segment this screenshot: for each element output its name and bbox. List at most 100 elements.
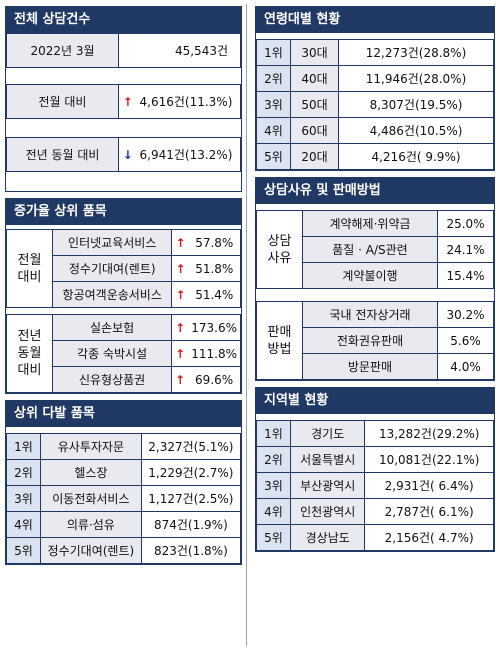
region-title: 지역별 현황 — [256, 388, 494, 414]
sales-table: 판매 방법 국내 전자상거래 30.2% 전화권유판매 5.6% 방문판매 4.0… — [256, 301, 494, 380]
region-name: 부산광역시 — [289, 472, 366, 499]
item-rate: 51.4% — [188, 281, 241, 308]
table-row: 4위 60대 4,486건(10.5%) — [256, 117, 494, 144]
mom-table: 전월 대비 ↑ 4,616건(11.3%) — [6, 84, 241, 119]
increase-table-yoy: 전년 동월 대비 실손보험 ↑ 173.6% 각종 숙박시설 ↑ 111.8% 신유… — [6, 314, 242, 393]
age-panel: 연령대별 현황 1위 30대 12,273건(28.8%) 2위 40대 11,… — [255, 6, 495, 171]
rank-cell: 5위 — [256, 143, 291, 170]
age-table: 1위 30대 12,273건(28.8%) 2위 40대 11,946건(28.… — [256, 39, 494, 170]
item-name: 유사투자자문 — [40, 433, 142, 460]
table-row: 2위 서울특별시 10,081건(22.1%) — [256, 446, 494, 473]
yoy-table: 전년 동월 대비 ↓ 6,941건(13.2%) — [6, 137, 241, 172]
age-value: 4,486건(10.5%) — [338, 117, 494, 144]
item-name: 의류·섬유 — [40, 511, 142, 538]
item-value: 1,229건(2.7%) — [140, 459, 242, 486]
rank-cell: 4위 — [256, 498, 291, 525]
age-title: 연령대별 현황 — [256, 7, 494, 33]
item-name: 실손보험 — [51, 314, 173, 341]
arrow-up-icon: ↑ — [171, 340, 189, 367]
mom-label: 전월 대비 — [6, 84, 119, 119]
item-name: 이동전화서비스 — [40, 485, 142, 512]
right-column: 연령대별 현황 1위 30대 12,273건(28.8%) 2위 40대 11,… — [255, 6, 495, 558]
item-name: 신유형상품권 — [51, 366, 173, 393]
region-value: 2,787건( 6.1%) — [364, 498, 494, 525]
yoy-row: 전년 동월 대비 ↓ 6,941건(13.2%) — [6, 137, 241, 172]
rank-cell: 2위 — [256, 446, 291, 473]
mom-row: 전월 대비 ↑ 4,616건(11.3%) — [6, 84, 241, 119]
sales-name: 방문판매 — [302, 353, 438, 380]
sales-rate: 30.2% — [437, 301, 494, 328]
item-name: 헬스장 — [40, 459, 142, 486]
table-row: 1위 경기도 13,282건(29.2%) — [256, 420, 494, 447]
region-table: 1위 경기도 13,282건(29.2%) 2위 서울특별시 10,081건(2… — [256, 420, 494, 551]
age-name: 40대 — [289, 65, 340, 92]
total-value: 45,543건 — [118, 33, 241, 68]
age-name: 50대 — [289, 91, 340, 118]
reason-name: 품질 · A/S관련 — [302, 236, 438, 263]
arrow-up-icon: ↑ — [171, 366, 189, 393]
rank-cell: 3위 — [256, 91, 291, 118]
reasons-panel: 상담사유 및 판매방법 상담 사유 계약해제·위약금 25.0% 품질 · A/S… — [255, 177, 495, 381]
column-divider — [246, 4, 247, 646]
spacer — [6, 119, 241, 137]
table-row: 1위 유사투자자문 2,327건(5.1%) — [6, 433, 242, 460]
spacer — [6, 68, 241, 84]
arrow-up-icon: ↑ — [118, 84, 137, 119]
top-items-table: 1위 유사투자자문 2,327건(5.1%) 2위 헬스장 1,229건(2.7… — [6, 433, 242, 564]
increase-row: 정수기대여(렌트) ↑ 51.8% — [7, 255, 241, 282]
arrow-down-icon: ↓ — [118, 137, 137, 172]
group-label-mom: 전월 대비 — [6, 229, 53, 308]
arrow-up-icon: ↑ — [171, 314, 189, 341]
item-value: 2,327건(5.1%) — [140, 433, 242, 460]
age-value: 4,216건( 9.9%) — [338, 143, 494, 170]
item-name: 인터넷교육서비스 — [51, 229, 173, 256]
total-row: 2022년 3월 45,543건 — [6, 33, 241, 68]
age-value: 11,946건(28.0%) — [338, 65, 494, 92]
item-name: 정수기대여(렌트) — [40, 537, 142, 564]
group-label-sales: 판매 방법 — [256, 301, 303, 380]
table-row: 2위 헬스장 1,229건(2.7%) — [6, 459, 242, 486]
region-value: 13,282건(29.2%) — [364, 420, 494, 447]
table-row: 4위 인천광역시 2,787건( 6.1%) — [256, 498, 494, 525]
left-column: 전체 상담건수 2022년 3월 45,543건 전월 대비 ↑ 4,616건(… — [5, 6, 242, 571]
sales-rate: 4.0% — [437, 353, 494, 380]
increase-row: 항공여객운송서비스 ↑ 51.4% — [7, 281, 241, 308]
region-value: 10,081건(22.1%) — [364, 446, 494, 473]
table-row: 4위 의류·섬유 874건(1.9%) — [6, 511, 242, 538]
region-panel: 지역별 현황 1위 경기도 13,282건(29.2%) 2위 서울특별시 10… — [255, 387, 495, 552]
increase-table: 전월 대비 인터넷교육서비스 ↑ 57.8% 정수기대여(렌트) ↑ 51.8% … — [6, 229, 241, 308]
increase-panel: 증가율 상위 품목 전월 대비 인터넷교육서비스 ↑ 57.8% 정수기대여(렌트… — [5, 198, 242, 394]
sales-row: 방문판매 4.0% — [257, 353, 494, 380]
item-rate: 111.8% — [188, 340, 242, 367]
total-table: 2022년 3월 45,543건 — [6, 33, 241, 68]
item-rate: 51.8% — [188, 255, 241, 282]
item-name: 각종 숙박시설 — [51, 340, 173, 367]
table-row: 1위 30대 12,273건(28.8%) — [256, 39, 494, 66]
reason-rate: 25.0% — [437, 210, 494, 237]
rank-cell: 3위 — [256, 472, 291, 499]
item-rate: 69.6% — [188, 366, 242, 393]
table-row: 5위 정수기대여(렌트) 823건(1.8%) — [6, 537, 242, 564]
reason-name: 계약해제·위약금 — [302, 210, 438, 237]
rank-cell: 2위 — [6, 459, 41, 486]
arrow-up-icon: ↑ — [171, 255, 189, 282]
item-rate: 57.8% — [188, 229, 241, 256]
top-items-panel: 상위 다발 품목 1위 유사투자자문 2,327건(5.1%) 2위 헬스장 1… — [5, 400, 242, 565]
rank-cell: 4위 — [256, 117, 291, 144]
reason-row: 상담 사유 계약해제·위약금 25.0% — [256, 210, 494, 289]
reasons-table: 상담 사유 계약해제·위약금 25.0% 품질 · A/S관련 24.1% 계약불… — [256, 210, 494, 289]
table-row: 3위 부산광역시 2,931건( 6.4%) — [256, 472, 494, 499]
age-value: 12,273건(28.8%) — [338, 39, 494, 66]
item-value: 874건(1.9%) — [140, 511, 242, 538]
age-name: 60대 — [289, 117, 340, 144]
total-label: 2022년 3월 — [6, 33, 119, 68]
reason-rate: 15.4% — [437, 262, 494, 289]
sales-rate: 5.6% — [437, 327, 494, 354]
item-rate: 173.6% — [188, 314, 242, 341]
rank-cell: 1위 — [256, 420, 291, 447]
region-value: 2,931건( 6.4%) — [364, 472, 494, 499]
reason-row: 계약불이행 15.4% — [257, 262, 494, 289]
yoy-value: 6,941건(13.2%) — [136, 137, 241, 172]
rank-cell: 1위 — [6, 433, 41, 460]
